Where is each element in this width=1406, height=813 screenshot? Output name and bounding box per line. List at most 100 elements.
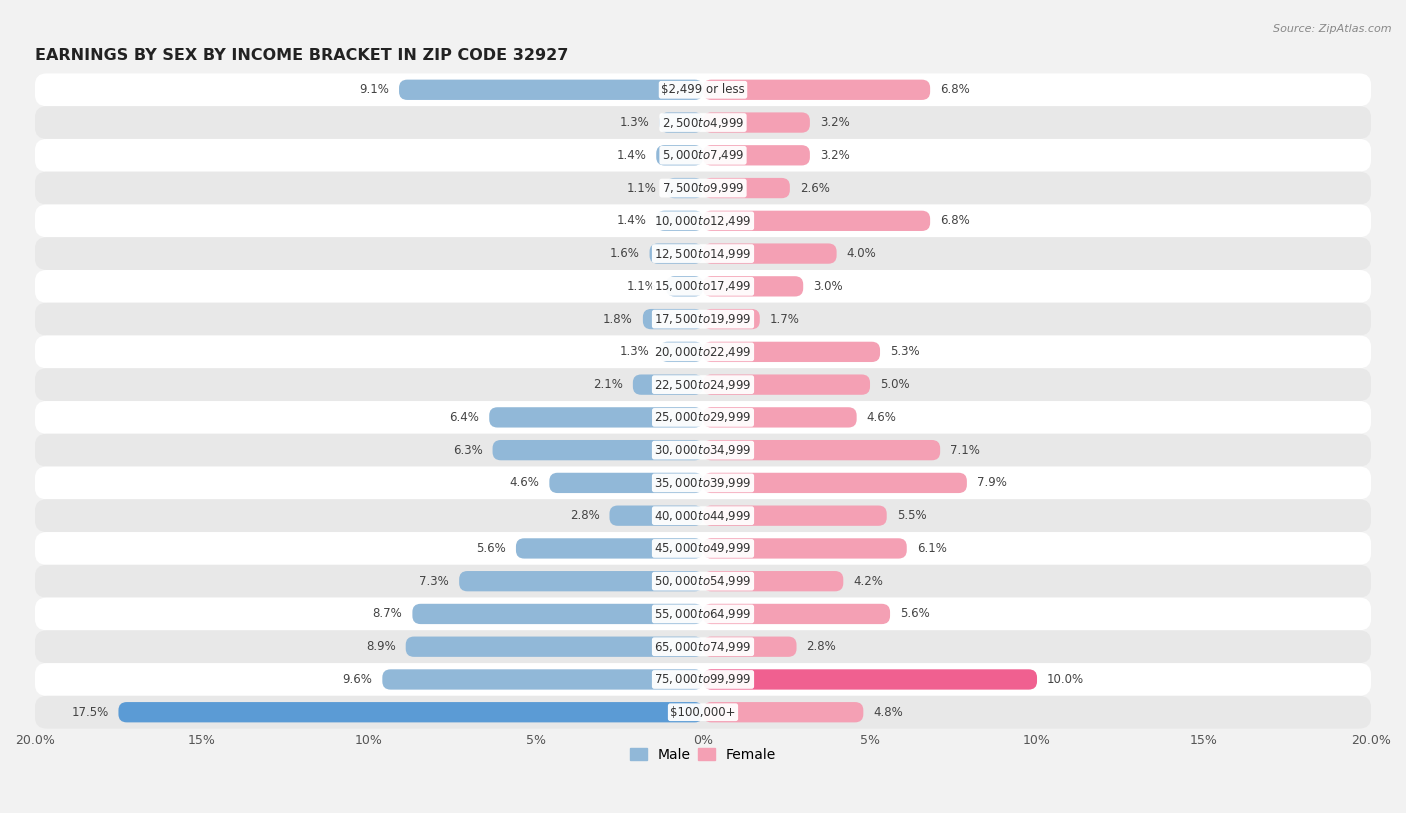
Text: 10.0%: 10.0% [1047, 673, 1084, 686]
FancyBboxPatch shape [35, 204, 1371, 237]
Text: $50,000 to $54,999: $50,000 to $54,999 [654, 574, 752, 588]
FancyBboxPatch shape [703, 702, 863, 723]
Text: 1.1%: 1.1% [626, 181, 657, 194]
FancyBboxPatch shape [35, 139, 1371, 172]
FancyBboxPatch shape [489, 407, 703, 428]
Text: $15,000 to $17,499: $15,000 to $17,499 [654, 280, 752, 293]
Text: $25,000 to $29,999: $25,000 to $29,999 [654, 411, 752, 424]
FancyBboxPatch shape [659, 112, 703, 133]
Text: 7.1%: 7.1% [950, 444, 980, 457]
FancyBboxPatch shape [399, 80, 703, 100]
FancyBboxPatch shape [703, 571, 844, 591]
FancyBboxPatch shape [406, 637, 703, 657]
FancyBboxPatch shape [35, 532, 1371, 565]
Text: $65,000 to $74,999: $65,000 to $74,999 [654, 640, 752, 654]
FancyBboxPatch shape [703, 440, 941, 460]
Text: 3.2%: 3.2% [820, 116, 849, 129]
FancyBboxPatch shape [382, 669, 703, 689]
FancyBboxPatch shape [703, 669, 1038, 689]
Text: 9.1%: 9.1% [359, 83, 389, 96]
FancyBboxPatch shape [703, 375, 870, 395]
FancyBboxPatch shape [659, 341, 703, 362]
Text: 5.3%: 5.3% [890, 346, 920, 359]
FancyBboxPatch shape [703, 80, 931, 100]
FancyBboxPatch shape [703, 341, 880, 362]
FancyBboxPatch shape [35, 73, 1371, 107]
Text: $2,500 to $4,999: $2,500 to $4,999 [662, 115, 744, 129]
FancyBboxPatch shape [666, 178, 703, 198]
Text: 4.6%: 4.6% [509, 476, 540, 489]
FancyBboxPatch shape [657, 211, 703, 231]
Text: 6.8%: 6.8% [941, 215, 970, 228]
Text: 7.9%: 7.9% [977, 476, 1007, 489]
FancyBboxPatch shape [35, 107, 1371, 139]
FancyBboxPatch shape [703, 276, 803, 297]
Text: 1.3%: 1.3% [620, 346, 650, 359]
Text: $22,500 to $24,999: $22,500 to $24,999 [654, 377, 752, 392]
FancyBboxPatch shape [703, 407, 856, 428]
FancyBboxPatch shape [633, 375, 703, 395]
Text: 6.3%: 6.3% [453, 444, 482, 457]
FancyBboxPatch shape [703, 604, 890, 624]
FancyBboxPatch shape [35, 434, 1371, 467]
Text: 2.6%: 2.6% [800, 181, 830, 194]
Text: 2.1%: 2.1% [593, 378, 623, 391]
FancyBboxPatch shape [35, 663, 1371, 696]
FancyBboxPatch shape [35, 237, 1371, 270]
Text: 1.3%: 1.3% [620, 116, 650, 129]
FancyBboxPatch shape [666, 276, 703, 297]
Text: 2.8%: 2.8% [569, 509, 599, 522]
Text: 5.6%: 5.6% [477, 542, 506, 555]
FancyBboxPatch shape [703, 178, 790, 198]
Text: Source: ZipAtlas.com: Source: ZipAtlas.com [1274, 24, 1392, 34]
Text: 6.8%: 6.8% [941, 83, 970, 96]
Text: 7.3%: 7.3% [419, 575, 449, 588]
Text: 5.6%: 5.6% [900, 607, 929, 620]
FancyBboxPatch shape [118, 702, 703, 723]
FancyBboxPatch shape [35, 401, 1371, 434]
FancyBboxPatch shape [609, 506, 703, 526]
Text: $2,499 or less: $2,499 or less [661, 83, 745, 96]
Text: 2.8%: 2.8% [807, 640, 837, 653]
Text: $55,000 to $64,999: $55,000 to $64,999 [654, 607, 752, 621]
FancyBboxPatch shape [703, 506, 887, 526]
FancyBboxPatch shape [703, 472, 967, 493]
Text: 9.6%: 9.6% [343, 673, 373, 686]
Text: 6.1%: 6.1% [917, 542, 946, 555]
FancyBboxPatch shape [650, 243, 703, 263]
Text: 1.6%: 1.6% [610, 247, 640, 260]
Text: $40,000 to $44,999: $40,000 to $44,999 [654, 509, 752, 523]
FancyBboxPatch shape [35, 302, 1371, 336]
FancyBboxPatch shape [703, 637, 797, 657]
FancyBboxPatch shape [35, 270, 1371, 302]
Text: $30,000 to $34,999: $30,000 to $34,999 [654, 443, 752, 457]
FancyBboxPatch shape [35, 630, 1371, 663]
FancyBboxPatch shape [703, 211, 931, 231]
Text: $17,500 to $19,999: $17,500 to $19,999 [654, 312, 752, 326]
FancyBboxPatch shape [657, 146, 703, 166]
FancyBboxPatch shape [550, 472, 703, 493]
Text: $20,000 to $22,499: $20,000 to $22,499 [654, 345, 752, 359]
Text: $10,000 to $12,499: $10,000 to $12,499 [654, 214, 752, 228]
Text: 3.2%: 3.2% [820, 149, 849, 162]
Text: 17.5%: 17.5% [72, 706, 108, 719]
FancyBboxPatch shape [35, 368, 1371, 401]
Text: $7,500 to $9,999: $7,500 to $9,999 [662, 181, 744, 195]
Text: $75,000 to $99,999: $75,000 to $99,999 [654, 672, 752, 686]
Text: EARNINGS BY SEX BY INCOME BRACKET IN ZIP CODE 32927: EARNINGS BY SEX BY INCOME BRACKET IN ZIP… [35, 47, 568, 63]
FancyBboxPatch shape [35, 467, 1371, 499]
Text: $45,000 to $49,999: $45,000 to $49,999 [654, 541, 752, 555]
Text: 4.0%: 4.0% [846, 247, 876, 260]
Text: 1.1%: 1.1% [626, 280, 657, 293]
FancyBboxPatch shape [703, 112, 810, 133]
Text: $12,500 to $14,999: $12,500 to $14,999 [654, 246, 752, 261]
Text: 1.7%: 1.7% [770, 313, 800, 326]
FancyBboxPatch shape [703, 309, 759, 329]
Text: 1.4%: 1.4% [616, 149, 647, 162]
Text: 4.2%: 4.2% [853, 575, 883, 588]
Text: 4.6%: 4.6% [866, 411, 897, 424]
Text: 5.0%: 5.0% [880, 378, 910, 391]
FancyBboxPatch shape [516, 538, 703, 559]
FancyBboxPatch shape [35, 336, 1371, 368]
FancyBboxPatch shape [703, 146, 810, 166]
